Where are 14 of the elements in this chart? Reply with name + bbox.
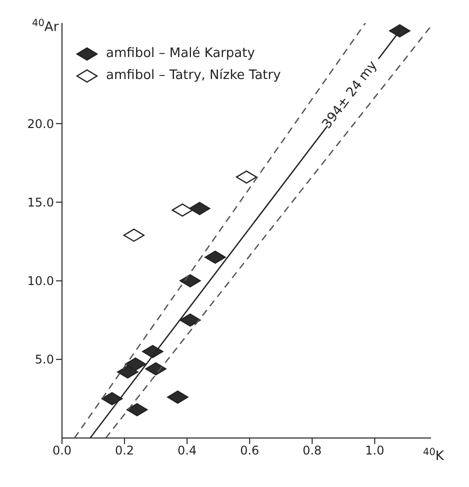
- legend-label: amfibol – Malé Karpaty: [106, 45, 255, 63]
- x-tick-label: 0.0: [52, 444, 72, 458]
- y-tick-label: 15.0: [27, 195, 54, 210]
- y-tick-label: 10.0: [27, 274, 54, 288]
- y-tick-label: 5.0: [34, 352, 54, 367]
- x-tick-label: 0.6: [240, 444, 260, 458]
- legend-label: amfibol – Tatry, Nízke Tatry: [106, 67, 281, 85]
- y-tick-label: 20.0: [27, 116, 54, 131]
- x-tick-label: 0.4: [178, 444, 197, 458]
- x-tick-label: 1.0: [365, 444, 384, 458]
- x-axis-title: $^{40}$K: [423, 446, 444, 464]
- x-tick-label: 0.2: [114, 444, 134, 458]
- x-tick-label: 0.8: [302, 444, 322, 458]
- y-axis-title: $^{40}$Ar: [32, 18, 60, 35]
